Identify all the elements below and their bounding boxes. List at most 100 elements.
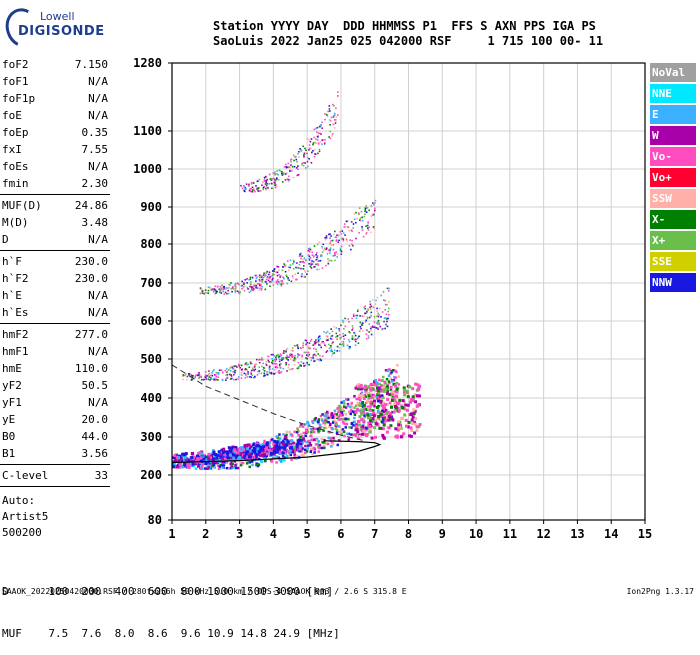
echo-point bbox=[373, 380, 376, 383]
echo-point bbox=[199, 456, 203, 460]
echo-point bbox=[235, 455, 238, 459]
echo-point bbox=[366, 316, 369, 319]
echo-point bbox=[279, 275, 282, 277]
echo-point bbox=[329, 247, 332, 249]
echo-point bbox=[359, 425, 363, 429]
echo-point bbox=[371, 387, 374, 390]
echo-point bbox=[223, 450, 227, 454]
echo-point bbox=[270, 460, 273, 463]
param-key: h`Es bbox=[2, 306, 29, 319]
echo-point bbox=[378, 382, 381, 386]
echo-point bbox=[260, 460, 264, 463]
echo-point bbox=[282, 266, 284, 268]
echo-point bbox=[364, 320, 367, 323]
echo-point bbox=[258, 453, 262, 457]
echo-point bbox=[336, 335, 339, 338]
echo-point bbox=[225, 287, 227, 289]
echo-point bbox=[177, 459, 181, 462]
echo-point bbox=[324, 142, 326, 144]
echo-point bbox=[357, 336, 360, 339]
echo-point bbox=[324, 412, 327, 415]
echo-point bbox=[388, 287, 390, 290]
echo-point bbox=[296, 439, 300, 443]
echo-point bbox=[257, 275, 259, 278]
echo-point bbox=[323, 446, 326, 450]
echo-point bbox=[268, 447, 272, 451]
echo-point bbox=[348, 345, 350, 348]
echo-point bbox=[372, 401, 375, 405]
echo-point bbox=[273, 440, 277, 443]
echo-point bbox=[362, 397, 366, 400]
echo-point bbox=[296, 439, 300, 442]
echo-point bbox=[259, 446, 263, 450]
echo-point bbox=[315, 350, 318, 353]
param-value: 20.0 bbox=[81, 413, 109, 426]
echo-point bbox=[282, 458, 285, 462]
echo-point bbox=[256, 180, 259, 183]
echo-point bbox=[327, 110, 329, 113]
param-value: 3.56 bbox=[81, 447, 109, 460]
echo-point bbox=[229, 451, 233, 455]
echo-point bbox=[240, 461, 243, 465]
echo-point bbox=[180, 459, 184, 462]
echo-point bbox=[221, 451, 225, 455]
echo-point bbox=[366, 329, 368, 332]
echo-point bbox=[205, 455, 208, 459]
echo-point bbox=[216, 453, 220, 457]
echo-point bbox=[191, 452, 194, 456]
echo-point bbox=[233, 365, 236, 368]
echo-point bbox=[307, 270, 309, 272]
echo-point bbox=[398, 424, 402, 428]
echo-point bbox=[183, 452, 187, 456]
echo-point bbox=[334, 427, 338, 430]
echo-point bbox=[244, 188, 247, 190]
echo-point bbox=[255, 284, 257, 287]
echo-point bbox=[253, 369, 255, 372]
echo-point bbox=[329, 436, 333, 440]
echo-point bbox=[337, 91, 339, 93]
echo-point bbox=[199, 292, 202, 295]
echo-point bbox=[279, 283, 282, 285]
echo-point bbox=[380, 388, 383, 391]
echo-point bbox=[321, 246, 323, 248]
echo-point bbox=[376, 393, 380, 397]
echo-point bbox=[248, 447, 252, 450]
echo-point bbox=[184, 463, 188, 467]
echo-point bbox=[191, 376, 193, 378]
echo-point bbox=[346, 344, 349, 347]
echo-point bbox=[238, 291, 240, 294]
param-value: 2.30 bbox=[81, 177, 109, 190]
echo-point bbox=[317, 263, 319, 265]
echo-point bbox=[353, 213, 356, 215]
echo-point bbox=[364, 426, 368, 430]
echo-point bbox=[336, 345, 339, 348]
echo-point bbox=[365, 388, 369, 392]
echo-point bbox=[185, 463, 188, 466]
echo-point bbox=[275, 358, 277, 360]
echo-point bbox=[385, 386, 389, 390]
echo-point bbox=[335, 239, 338, 242]
echo-point bbox=[288, 446, 292, 450]
echo-point bbox=[323, 419, 327, 423]
echo-point bbox=[253, 443, 257, 447]
echo-point bbox=[330, 328, 332, 330]
echo-point bbox=[328, 343, 330, 346]
echo-point bbox=[360, 323, 363, 326]
echo-point bbox=[223, 457, 227, 461]
echo-point bbox=[357, 394, 361, 398]
echo-point bbox=[177, 458, 180, 462]
echo-point bbox=[351, 410, 355, 413]
echo-point bbox=[236, 451, 240, 455]
echo-point bbox=[237, 290, 240, 293]
echo-point bbox=[248, 366, 251, 369]
echo-point bbox=[371, 325, 374, 327]
echo-point bbox=[273, 172, 275, 175]
echo-point bbox=[184, 463, 188, 467]
echo-point bbox=[368, 408, 371, 411]
echo-point bbox=[368, 226, 371, 228]
echo-point bbox=[186, 375, 189, 378]
x-tick-label: 7 bbox=[371, 527, 378, 541]
y-tick-label: 1280 bbox=[133, 56, 162, 70]
echo-point bbox=[272, 284, 275, 286]
echo-point bbox=[219, 289, 221, 292]
